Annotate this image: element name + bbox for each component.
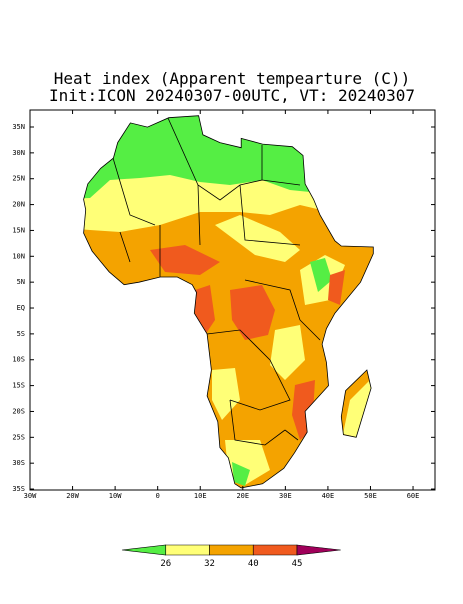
colorbar-label: 32	[204, 559, 215, 569]
lon-tick-label: 0	[156, 492, 160, 500]
lon-tick-label: 20W	[66, 492, 79, 500]
lat-tick-label: 30S	[12, 459, 25, 467]
colorbar-swatch	[296, 544, 341, 556]
lat-tick-label: EQ	[17, 304, 25, 312]
lat-tick-label: 35N	[12, 123, 25, 131]
colorbar-label: 26	[160, 559, 171, 569]
lat-tick-label: 30N	[12, 149, 25, 157]
lat-tick-label: 5N	[17, 278, 25, 286]
colorbar-swatch	[209, 544, 254, 556]
colorbar-label: 40	[248, 559, 259, 569]
colorbar-swatch	[165, 544, 210, 556]
lon-tick-label: 50E	[364, 492, 377, 500]
map-subtitle: Init:ICON 20240307-00UTC, VT: 20240307	[49, 86, 415, 105]
colorbar: 26 32 40 45	[121, 544, 341, 569]
map-frame	[29, 109, 436, 491]
lat-tick-label: 20S	[12, 407, 25, 415]
lat-tick-label: 10N	[12, 252, 25, 260]
lon-tick-label: 40E	[322, 492, 335, 500]
lon-tick-label: 10E	[194, 492, 207, 500]
lat-tick-label: 20N	[12, 201, 25, 209]
lon-tick-label: 20E	[236, 492, 249, 500]
heat-index-field	[83, 115, 374, 488]
lat-tick-label: 25N	[12, 175, 25, 183]
lat-tick-label: 15S	[12, 382, 25, 390]
colorbar-swatch	[121, 544, 167, 556]
lat-tick-label: 15N	[12, 226, 25, 234]
lat-tick-label: 25S	[12, 433, 25, 441]
lat-tick-label: 35S	[12, 485, 25, 493]
lon-tick-label: 60E	[407, 492, 420, 500]
coastline	[0, 0, 374, 489]
lon-tick-label: 10W	[109, 492, 122, 500]
lon-tick-label: 30W	[24, 492, 37, 500]
colorbar-label: 45	[292, 559, 303, 569]
colorbar-swatch	[252, 544, 298, 556]
lat-tick-label: 5S	[17, 330, 25, 338]
lat-tick-label: 10S	[12, 356, 25, 364]
map-title: Heat index (Apparent tempearture (C))	[54, 69, 410, 88]
lon-tick-label: 30E	[279, 492, 292, 500]
